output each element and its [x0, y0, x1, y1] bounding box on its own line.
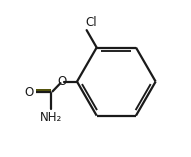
Text: Cl: Cl: [85, 16, 97, 29]
Text: O: O: [24, 86, 33, 99]
Text: O: O: [58, 75, 67, 88]
Text: NH₂: NH₂: [40, 111, 63, 124]
